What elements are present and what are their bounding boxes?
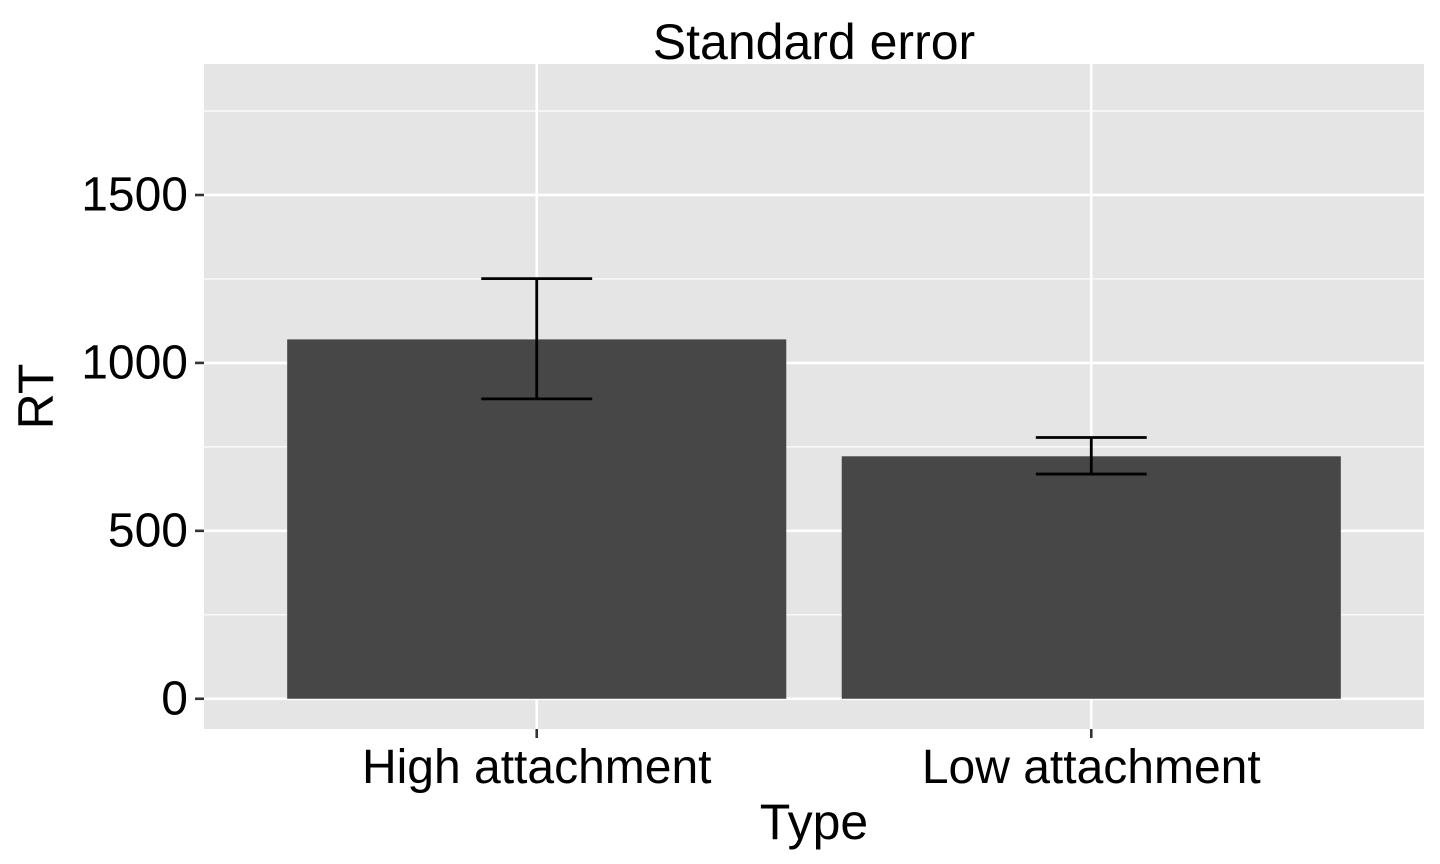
bars-layer [287, 339, 1341, 699]
y-tick-label-1: 500 [108, 504, 188, 557]
x-tick-label-0: High attachment [362, 741, 712, 794]
x-axis-title: Type [760, 794, 868, 850]
y-tick-label-3: 1500 [81, 168, 188, 221]
bar-1 [841, 456, 1341, 699]
axes-layer: 0 500 1000 1500 High attachment Low attachmen… [81, 168, 1260, 794]
errorbars-layer [481, 277, 1147, 476]
x-tick-label-1: Low attachment [922, 741, 1261, 794]
y-tick-label-0: 0 [161, 672, 188, 725]
y-axis-title: RT [8, 364, 64, 430]
chart-title: Standard error [653, 14, 975, 70]
y-tick-label-2: 1000 [81, 336, 188, 389]
